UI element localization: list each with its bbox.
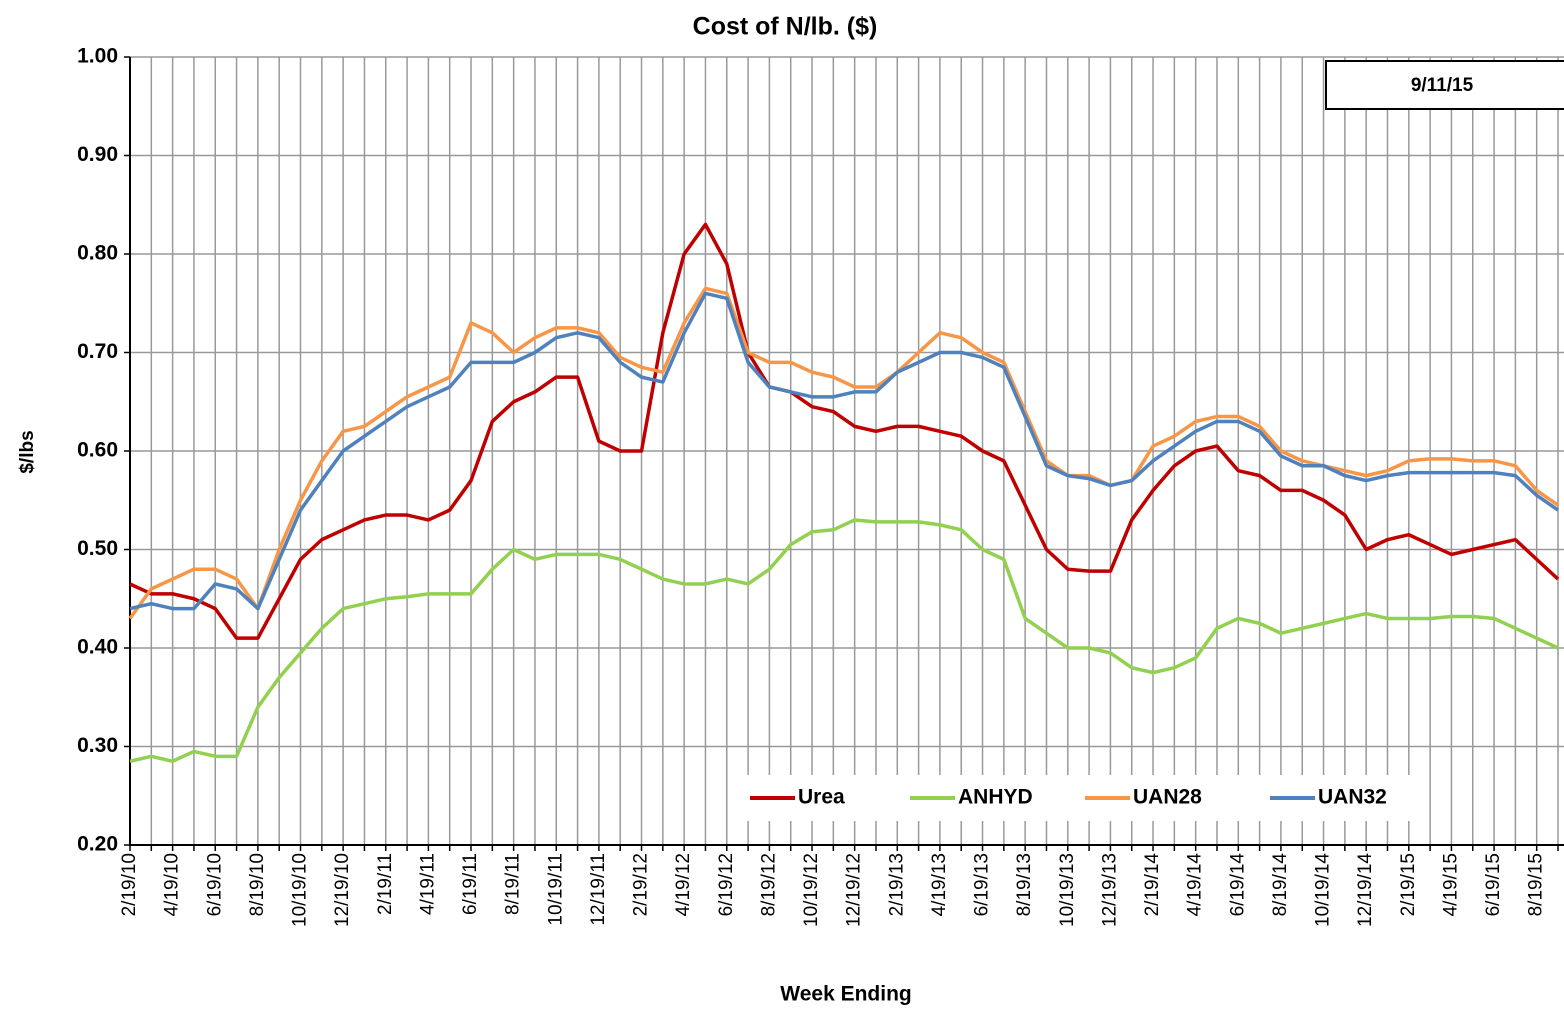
- legend-label: Urea: [798, 786, 845, 809]
- series-line: [129, 291, 1559, 611]
- x-axis-title: Week Ending: [780, 983, 911, 1006]
- x-tick-label: 12/19/10: [332, 853, 353, 927]
- x-tick-label: 2/19/14: [1142, 853, 1163, 917]
- x-tick-label: 2/19/15: [1398, 853, 1419, 916]
- x-tick-label: 4/19/11: [417, 853, 438, 915]
- x-tick-label: 12/19/11: [588, 853, 609, 926]
- x-tick-label: 8/19/13: [1014, 853, 1035, 916]
- legend-label: UAN32: [1318, 786, 1387, 809]
- annotation-box: [1325, 60, 1564, 110]
- x-tick-label: 2/19/11: [375, 853, 396, 915]
- x-tick-label: 8/19/15: [1526, 853, 1547, 916]
- x-tick-label: 8/19/10: [247, 853, 268, 916]
- x-tick-label: 8/19/14: [1270, 853, 1291, 917]
- x-tick-label: 6/19/15: [1483, 853, 1504, 916]
- legend-label: ANHYD: [958, 786, 1033, 809]
- series-line: [129, 518, 1559, 764]
- x-tick-label: 2/19/13: [886, 853, 907, 916]
- y-tick-label: 0.30: [77, 734, 118, 757]
- x-tick-label: 6/19/13: [972, 853, 993, 916]
- x-tick-label: 4/19/15: [1440, 853, 1461, 916]
- y-tick-label: 0.20: [77, 833, 118, 856]
- y-tick-label: 0.70: [77, 340, 118, 363]
- x-tick-label: 12/19/13: [1099, 853, 1120, 927]
- y-tick-label: 0.80: [77, 242, 118, 265]
- y-tick-label: 0.90: [77, 143, 118, 166]
- x-tick-label: 4/19/13: [929, 853, 950, 916]
- x-tick-label: 2/19/12: [631, 853, 652, 916]
- legend-label: UAN28: [1133, 786, 1202, 809]
- x-tick-label: 8/19/11: [503, 853, 524, 915]
- chart-title: Cost of N/lb. ($): [693, 13, 878, 41]
- x-tick-label: 4/19/12: [673, 853, 694, 916]
- x-tick-label: 2/19/10: [119, 853, 140, 916]
- x-tick-label: 12/19/14: [1355, 853, 1376, 927]
- series-line: [128, 286, 1559, 620]
- x-tick-label: 10/19/13: [1057, 853, 1078, 927]
- x-tick-label: 10/19/14: [1313, 853, 1334, 927]
- series-line: [129, 222, 1560, 640]
- x-tick-label: 10/19/12: [801, 853, 822, 927]
- x-tick-label: 4/19/14: [1185, 853, 1206, 917]
- x-tick-label: 6/19/11: [460, 853, 481, 915]
- y-tick-label: 0.60: [77, 439, 118, 462]
- y-tick-label: 0.50: [77, 537, 118, 560]
- x-tick-label: 8/19/12: [758, 853, 779, 916]
- x-tick-label: 6/19/12: [716, 853, 737, 916]
- x-tick-label: 12/19/12: [844, 853, 865, 927]
- y-axis-title: $/lbs: [17, 430, 38, 473]
- x-tick-label: 6/19/10: [204, 853, 225, 916]
- y-tick-label: 1.00: [77, 45, 118, 68]
- annotation: 9/11/15: [1411, 75, 1474, 96]
- x-tick-label: 6/19/14: [1227, 853, 1248, 917]
- x-tick-label: 4/19/10: [162, 853, 183, 916]
- x-tick-label: 10/19/11: [545, 853, 566, 926]
- x-tick-label: 10/19/10: [290, 853, 311, 927]
- y-tick-label: 0.40: [77, 636, 118, 659]
